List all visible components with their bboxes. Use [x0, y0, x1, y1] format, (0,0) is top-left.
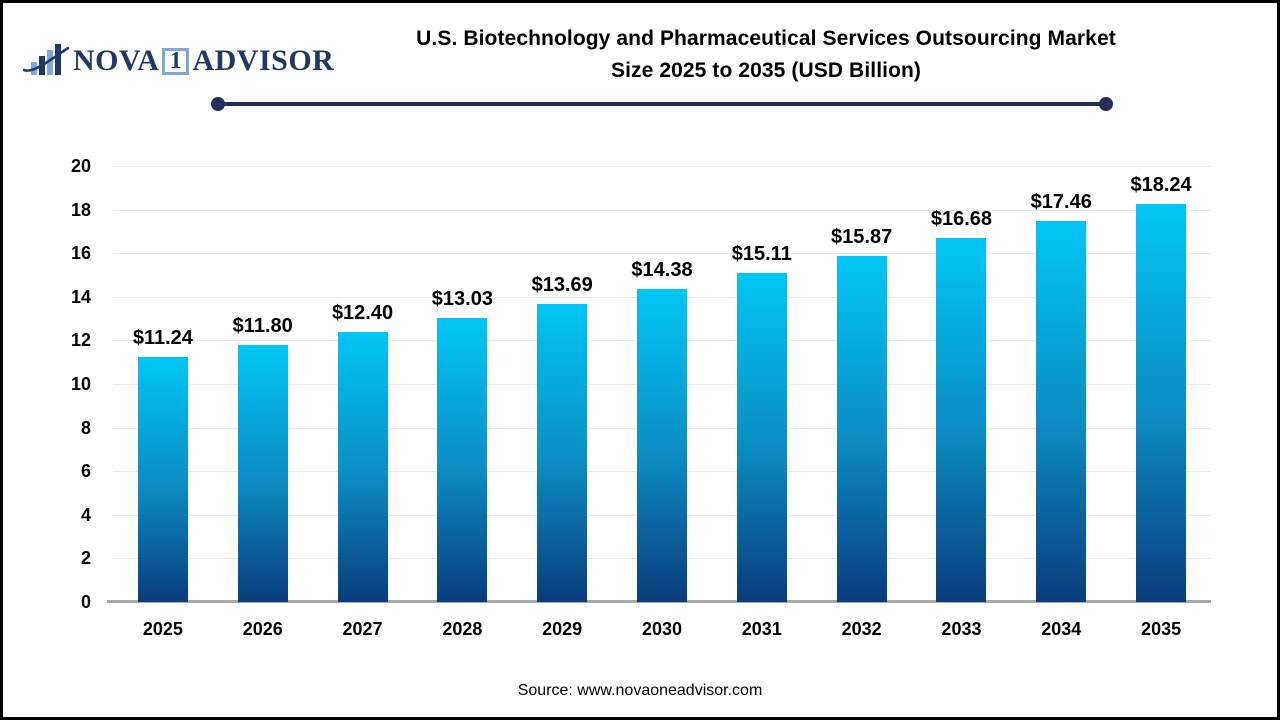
x-axis-tick-label: 2032 — [841, 619, 882, 639]
bar-2030 — [637, 288, 687, 602]
bar-2026 — [237, 344, 288, 602]
logo-text-advisor: ADVISOR — [192, 44, 335, 77]
bar-value-label: $11.24 — [132, 326, 193, 349]
bar-2032 — [836, 256, 887, 602]
y-axis-tick-label: 18 — [70, 199, 91, 220]
y-axis-tick-label: 12 — [70, 330, 91, 351]
x-axis-tick-label: 2025 — [142, 619, 183, 639]
y-axis-tick-label: 0 — [80, 592, 91, 612]
logo-text-nova: NOVA — [73, 44, 160, 77]
bar-chart-plot-area: 0 2 4 6 8 10 12 14 16 18 20 $11.24 2025 $11.80 2026 $12… — [71, 157, 1211, 638]
bar-value-label: $13.69 — [531, 273, 593, 296]
bar-value-label: $14.38 — [631, 258, 693, 281]
bar-2028 — [437, 317, 488, 602]
x-axis-tick-label: 2027 — [342, 619, 383, 639]
bar-value-label: $15.87 — [831, 226, 893, 249]
bar-2031 — [736, 272, 787, 602]
y-axis-tick-label: 14 — [70, 286, 91, 307]
bar-2035 — [1136, 204, 1187, 602]
gridline — [113, 253, 1211, 255]
y-axis-tick-label: 16 — [70, 243, 91, 264]
y-axis-tick-label: 6 — [80, 461, 91, 482]
y-axis-tick-label: 10 — [70, 374, 91, 394]
chart-title-line2: Size 2025 to 2035 (USD Billion) — [610, 58, 922, 82]
x-axis-tick-label: 2029 — [542, 619, 583, 639]
x-axis-tick-label: 2028 — [442, 619, 483, 639]
bar-value-label: $13.03 — [431, 287, 493, 310]
chart-title-line1: U.S. Biotechnology and Pharmaceutical Se… — [416, 27, 1116, 50]
bar-value-label: $11.80 — [232, 314, 293, 337]
bar-2027 — [337, 331, 388, 602]
bar-value-label: $18.24 — [1130, 174, 1192, 197]
gridline — [113, 166, 1211, 167]
bar-value-label: $15.11 — [731, 242, 792, 265]
x-axis-tick-label: 2034 — [1041, 619, 1082, 639]
y-axis-tick-label: 4 — [80, 504, 91, 525]
bar-value-label: $16.68 — [930, 208, 993, 231]
source-attribution: Source: www.novaoneadvisor.com — [517, 682, 763, 699]
x-axis-tick-label: 2033 — [941, 619, 982, 639]
y-axis-tick-label: 2 — [80, 548, 91, 569]
x-axis-tick-label: 2031 — [741, 619, 782, 639]
bar-2029 — [537, 303, 588, 602]
bar-chart-logo-icon — [23, 44, 69, 75]
chart-title: U.S. Biotechnology and Pharmaceutical Se… — [253, 23, 1277, 86]
x-axis-tick-label: 2035 — [1141, 619, 1182, 639]
bar-2033 — [936, 238, 987, 602]
bar-2025 — [137, 356, 188, 602]
bar-value-label: $17.46 — [1030, 191, 1092, 214]
bar-value-label: $12.40 — [331, 301, 394, 324]
x-axis-tick-label: 2030 — [641, 619, 683, 639]
y-axis-tick-label: 8 — [80, 417, 91, 438]
bar-2034 — [1036, 221, 1087, 602]
logo-one-badge: 1 — [162, 47, 190, 75]
logo-wordmark: NOVA 1 ADVISOR — [73, 44, 334, 78]
x-axis-tick-label: 2026 — [242, 619, 283, 639]
title-divider-line — [211, 97, 1113, 111]
nova-one-advisor-logo: NOVA 1 ADVISOR — [23, 37, 334, 85]
y-axis-tick-label: 20 — [70, 156, 91, 176]
gridline — [113, 209, 1211, 211]
